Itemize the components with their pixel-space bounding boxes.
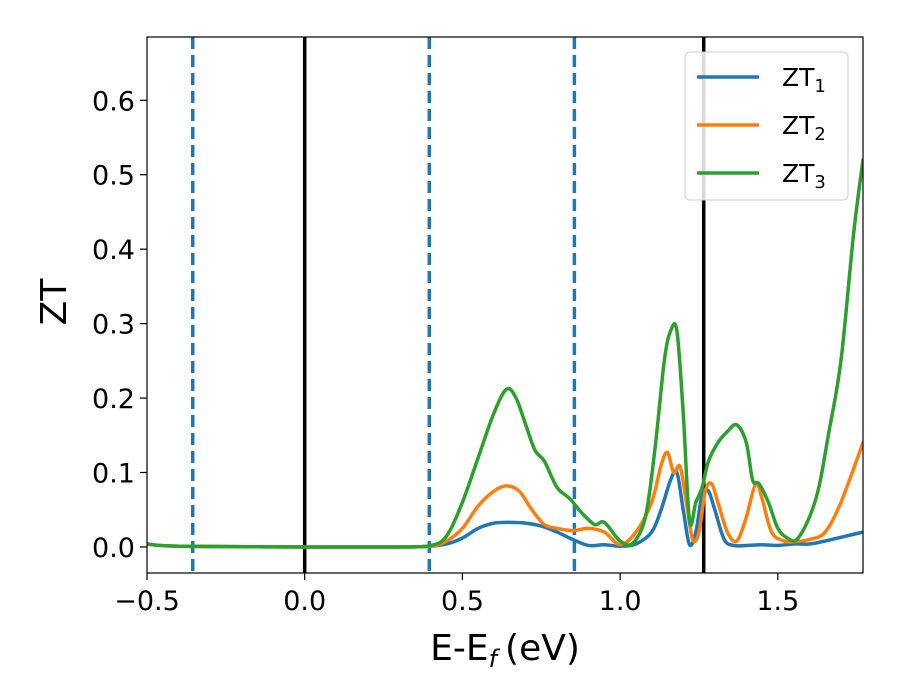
legend-box bbox=[684, 51, 849, 201]
series-line-zt3 bbox=[147, 158, 863, 549]
plot-frame bbox=[146, 36, 864, 574]
y-axis-ticks: 0.0 0.1 0.2 0.3 0.4 0.5 0.6 bbox=[92, 86, 147, 564]
legend-label-zt2: ZT2 bbox=[782, 111, 826, 145]
y-tick-label: 0.4 bbox=[92, 235, 135, 266]
x-axis-label: E-Ef (eV) bbox=[430, 628, 580, 673]
y-tick-label: 0.5 bbox=[92, 161, 135, 192]
x-tick-label: 0.0 bbox=[283, 586, 326, 617]
x-axis-ticks: −0.5 0.0 0.5 1.0 1.5 bbox=[114, 573, 799, 617]
x-tick-label: −0.5 bbox=[114, 586, 180, 617]
y-axis-label: ZT bbox=[34, 278, 75, 326]
y-tick-label: 0.1 bbox=[92, 459, 135, 490]
y-tick-label: 0.6 bbox=[92, 86, 135, 117]
series-lines bbox=[147, 158, 863, 549]
legend: ZT1 ZT2 ZT3 bbox=[684, 51, 849, 201]
series-line-zt1 bbox=[147, 468, 863, 549]
legend-label-zt3: ZT3 bbox=[782, 159, 826, 193]
y-tick-label: 0.2 bbox=[92, 384, 135, 415]
legend-label-zt1: ZT1 bbox=[782, 63, 826, 97]
x-tick-label: 1.0 bbox=[599, 586, 642, 617]
series-line-zt2 bbox=[147, 440, 863, 549]
y-tick-label: 0.0 bbox=[92, 533, 135, 564]
x-tick-label: 0.5 bbox=[441, 586, 484, 617]
x-tick-label: 1.5 bbox=[756, 586, 799, 617]
reference-lines bbox=[190, 37, 706, 573]
y-tick-label: 0.3 bbox=[92, 310, 135, 341]
